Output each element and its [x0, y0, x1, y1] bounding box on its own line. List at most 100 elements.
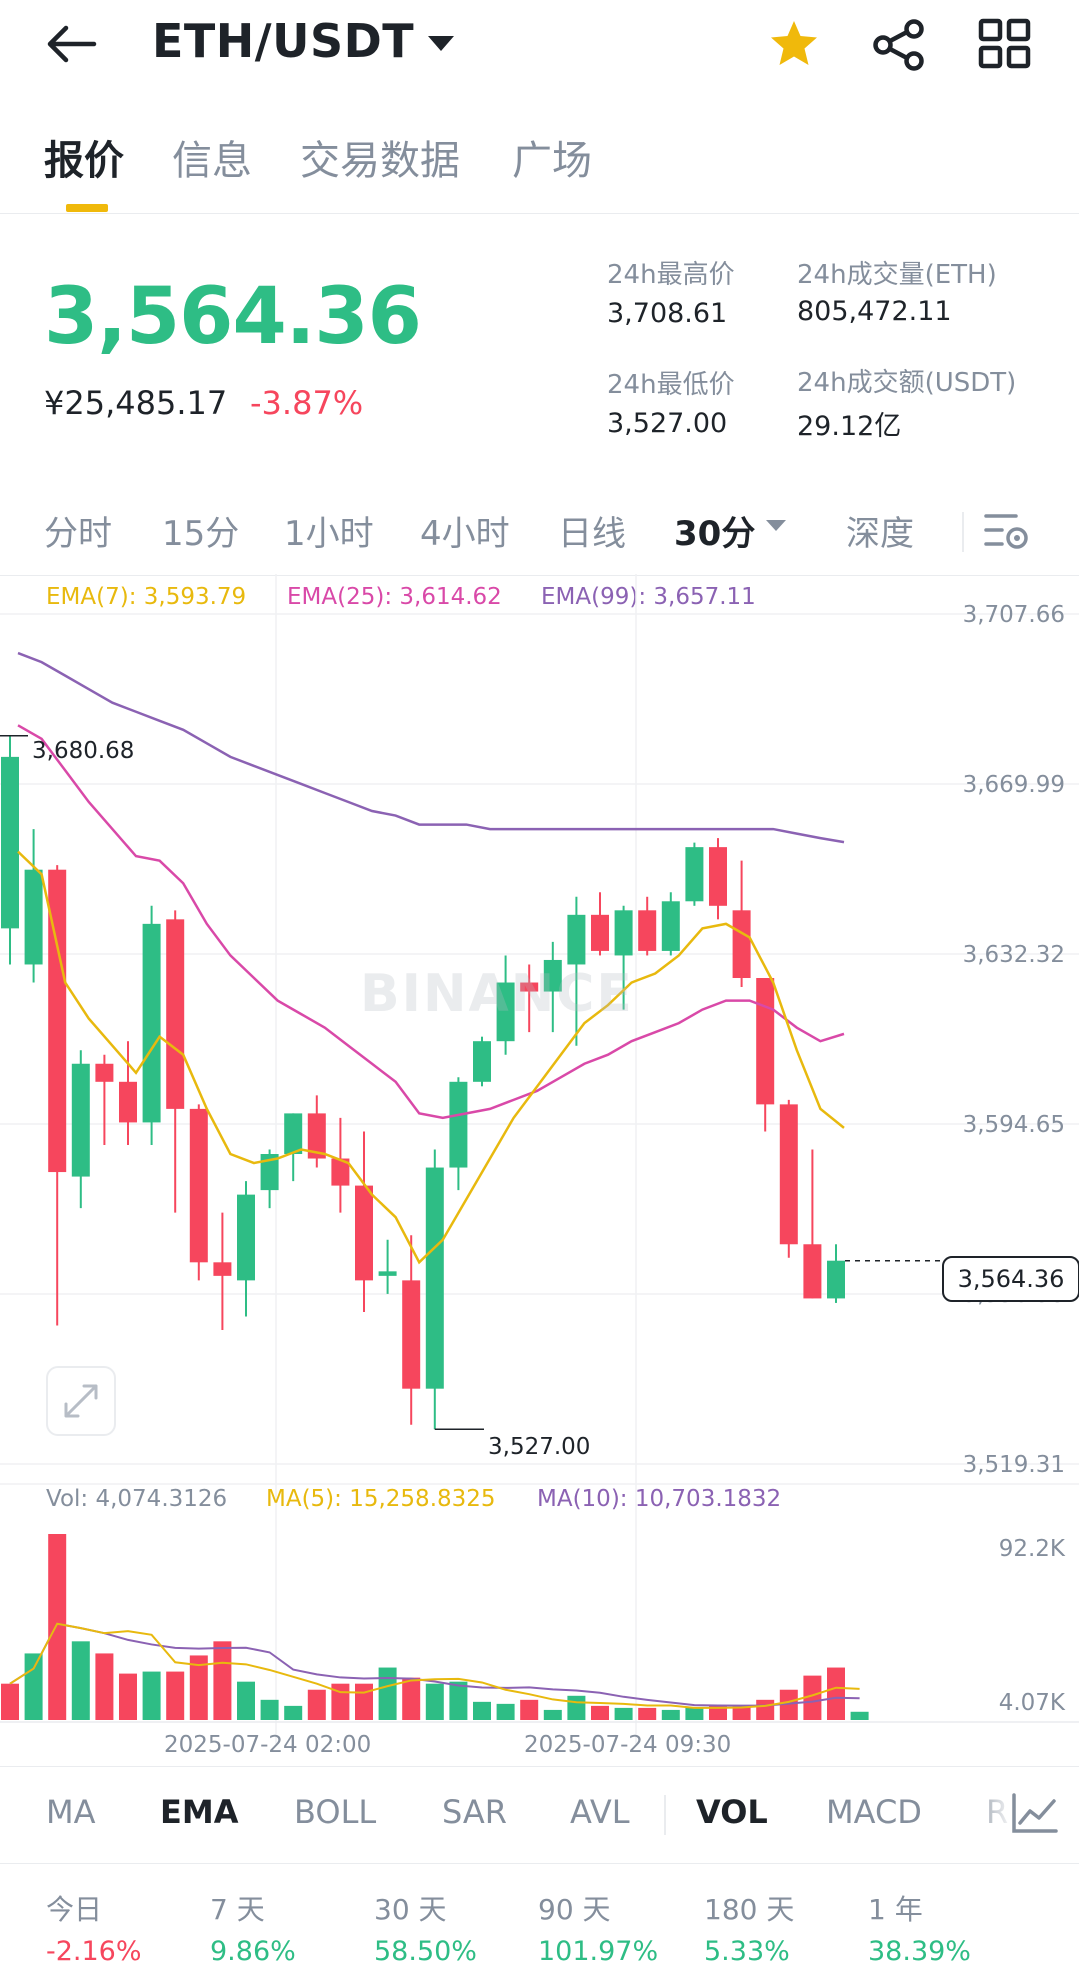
volume-bar: [189, 1655, 208, 1720]
cny-price: ¥25,485.17: [44, 384, 228, 422]
volume-bar: [378, 1667, 397, 1720]
ma5-line: [9, 1622, 860, 1709]
indicator-vol[interactable]: VOL: [696, 1793, 768, 1831]
candle-body: [213, 1262, 232, 1276]
interval-30m[interactable]: 30分: [674, 514, 756, 554]
high-value: 3,708.61: [607, 298, 728, 329]
candlestick-chart[interactable]: [0, 574, 1079, 1754]
candle-body: [71, 1063, 90, 1177]
pair-title[interactable]: ETH/USDT: [152, 14, 415, 68]
high-marker-label: 3,680.68: [32, 738, 135, 764]
ma5-legend: MA(5): 15,258.8325: [266, 1486, 496, 1512]
chart-settings-icon[interactable]: [982, 508, 1032, 554]
candle-body: [661, 901, 680, 951]
candle-body: [237, 1194, 255, 1281]
indicator-boll[interactable]: BOLL: [294, 1793, 377, 1831]
x-tick: 2025-07-24 02:00: [164, 1732, 372, 1758]
high-label: 24h最高价: [607, 260, 735, 290]
divider: [962, 512, 964, 552]
ema7-legend: EMA(7): 3,593.79: [46, 584, 247, 610]
volume-usdt-value: 29.12亿: [797, 411, 902, 442]
candle-body: [1, 756, 19, 929]
arrow-left-icon[interactable]: [44, 22, 100, 66]
perf-label-90d: 90 天: [538, 1893, 611, 1926]
tab-square[interactable]: 广场: [512, 138, 592, 184]
volume-usdt-label: 24h成交额(USDT): [797, 368, 1017, 398]
indicator-ma[interactable]: MA: [46, 1793, 96, 1831]
tab-info[interactable]: 信息: [172, 138, 252, 184]
candle-body: [284, 1113, 303, 1155]
chevron-down-icon[interactable]: [428, 36, 454, 51]
indicator-macd[interactable]: MACD: [826, 1793, 922, 1831]
volume-bar: [779, 1689, 798, 1720]
star-icon[interactable]: [766, 18, 822, 70]
volume-bar: [827, 1667, 845, 1720]
interval-4h[interactable]: 4小时: [420, 514, 510, 554]
perf-value-30d: 58.50%: [374, 1936, 477, 1967]
chart-indicator-settings-icon[interactable]: [1010, 1791, 1060, 1837]
perf-label-30d: 30 天: [374, 1893, 447, 1926]
ema99-line: [17, 651, 845, 844]
perf-value-today: -2.16%: [46, 1936, 142, 1967]
volume-bar: [260, 1699, 279, 1720]
candle-body: [307, 1113, 326, 1159]
volume-legend: Vol: 4,074.3126: [46, 1486, 228, 1512]
interval-timeshare[interactable]: 分时: [44, 514, 112, 554]
volume-bar: [48, 1534, 67, 1720]
perf-label-1y: 1 年: [868, 1893, 923, 1926]
interval-depth[interactable]: 深度: [846, 514, 914, 554]
candle-body: [520, 982, 539, 992]
ma10-legend: MA(10): 10,703.1832: [537, 1486, 782, 1512]
expand-chart-button[interactable]: [46, 1366, 116, 1436]
volume-bar: [355, 1683, 373, 1720]
x-tick: 2025-07-24 09:30: [524, 1732, 732, 1758]
indicator-avl[interactable]: AVL: [570, 1793, 630, 1831]
y-tick: 3,594.65: [962, 1112, 1065, 1138]
candle-body: [473, 1041, 491, 1082]
chevron-down-icon[interactable]: [766, 520, 786, 531]
indicator-sar[interactable]: SAR: [442, 1793, 508, 1831]
interval-bar: 分时 15分 1小时 4小时 日线 30分 深度: [0, 500, 1079, 576]
perf-value-90d: 101.97%: [538, 1936, 659, 1967]
candle-body: [425, 1167, 444, 1389]
candle-body: [355, 1185, 373, 1281]
volume-bar: [142, 1671, 161, 1720]
top-tab-bar: 报价 信息 交易数据 广场: [0, 118, 1079, 214]
change-percent: -3.87%: [250, 384, 364, 422]
candle-body: [685, 847, 704, 902]
volume-bar: [567, 1695, 586, 1720]
y-tick: 3,707.66: [962, 602, 1065, 628]
divider: [664, 1795, 666, 1835]
grid-icon[interactable]: [978, 18, 1032, 70]
candle-body: [119, 1081, 137, 1123]
perf-label-today: 今日: [46, 1893, 103, 1926]
volume-bar: [166, 1671, 185, 1720]
interval-1d[interactable]: 日线: [558, 514, 626, 554]
candle-body: [166, 919, 185, 1109]
ema7-line: [17, 850, 845, 1265]
volume-bar: [756, 1699, 775, 1720]
y-tick: 3,632.32: [962, 942, 1065, 968]
volume-bar: [543, 1709, 562, 1720]
volume-bar: [402, 1677, 421, 1720]
candle-body: [189, 1108, 208, 1263]
candle-body: [638, 910, 657, 951]
tab-quote[interactable]: 报价: [44, 138, 124, 184]
low-marker-label: 3,527.00: [488, 1434, 591, 1460]
volume-bar: [732, 1705, 751, 1720]
volume-bar: [71, 1641, 90, 1720]
volume-y-tick: 4.07K: [998, 1690, 1065, 1716]
candle-body: [260, 1154, 279, 1191]
candle-body: [827, 1260, 845, 1299]
indicator-ema[interactable]: EMA: [160, 1793, 239, 1831]
perf-label-180d: 180 天: [704, 1893, 795, 1926]
tab-trading-data[interactable]: 交易数据: [300, 138, 460, 184]
share-icon[interactable]: [870, 18, 928, 72]
volume-bar: [496, 1703, 515, 1720]
candle-body: [567, 914, 586, 965]
volume-bar: [284, 1705, 303, 1720]
y-tick: 3,669.99: [962, 772, 1065, 798]
last-price: 3,564.36: [44, 272, 422, 362]
interval-1h[interactable]: 1小时: [284, 514, 374, 554]
interval-15m[interactable]: 15分: [162, 514, 240, 554]
